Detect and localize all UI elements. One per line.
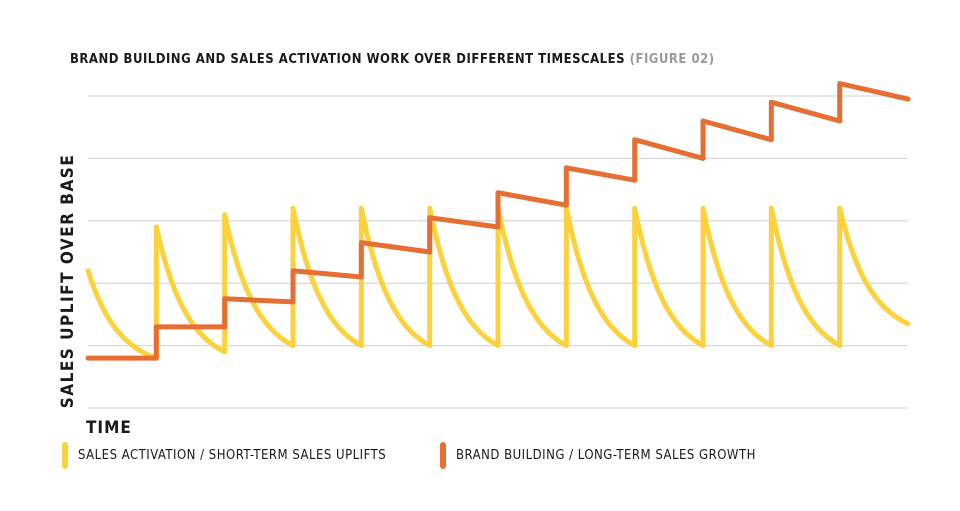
- legend-swatch-sales-activation: [62, 442, 68, 469]
- x-axis-label: TIME: [86, 418, 132, 438]
- series-sales-activation: [85, 205, 911, 361]
- legend-label-brand-building: BRAND BUILDING / LONG-TERM SALES GROWTH: [456, 448, 756, 463]
- brand-building-step: [153, 324, 228, 361]
- brand-building-step: [837, 81, 911, 124]
- sales-activation-cycle: [632, 205, 706, 349]
- sales-activation-cycle: [290, 205, 364, 349]
- sales-activation-cycle: [222, 212, 296, 355]
- sales-activation-cycle: [768, 205, 843, 349]
- sales-activation-cycle: [837, 205, 911, 349]
- sales-activation-cycle: [358, 205, 433, 349]
- chart-title: BRAND BUILDING AND SALES ACTIVATION WORK…: [70, 52, 715, 67]
- sales-activation-cycle: [153, 224, 228, 361]
- series-brand-building: [85, 81, 911, 361]
- legend-item-sales-activation: SALES ACTIVATION / SHORT-TERM SALES UPLI…: [62, 442, 386, 469]
- brand-building-step: [427, 215, 501, 255]
- brand-building-step: [222, 296, 296, 330]
- legend-label-sales-activation: SALES ACTIVATION / SHORT-TERM SALES UPLI…: [78, 448, 387, 463]
- brand-building-step: [700, 118, 774, 161]
- brand-building-step: [563, 165, 638, 208]
- sales-activation-cycle: [563, 205, 638, 349]
- brand-building-step: [358, 240, 433, 280]
- sales-activation-cycle: [85, 268, 159, 361]
- legend-swatch-brand-building: [440, 442, 446, 469]
- y-axis-label: SALES UPLIFT OVER BASE: [58, 153, 78, 409]
- brand-building-step: [290, 268, 364, 305]
- brand-building-step: [632, 137, 706, 183]
- legend-item-brand-building: BRAND BUILDING / LONG-TERM SALES GROWTH: [440, 442, 756, 469]
- chart-title-text: BRAND BUILDING AND SALES ACTIVATION WORK…: [70, 52, 626, 67]
- sales-activation-cycle: [427, 205, 501, 349]
- sales-activation-cycle: [495, 205, 569, 349]
- brand-building-step: [495, 190, 569, 230]
- brand-building-step: [768, 99, 843, 143]
- sales-activation-cycle: [700, 205, 774, 349]
- figure-number: (FIGURE 02): [629, 52, 715, 67]
